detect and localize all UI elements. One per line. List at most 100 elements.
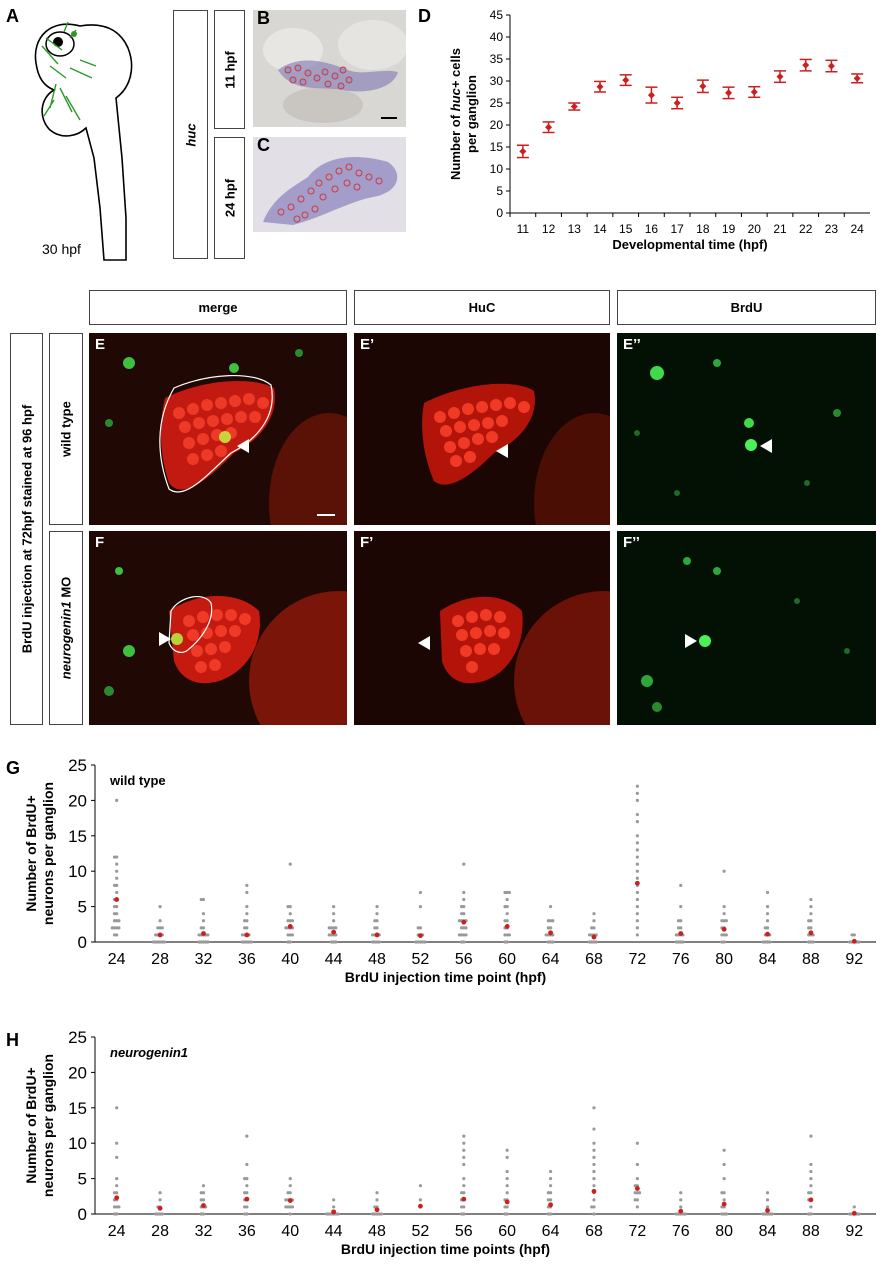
- data-point: [635, 784, 639, 788]
- data-point: [160, 926, 164, 930]
- chart-h: 0 5 10 15 20 25 24 28 32 36 40 44 48 52 56 60 64 68 72 76 80…: [23, 1028, 876, 1257]
- data-point: [158, 905, 162, 909]
- data-point: [635, 919, 639, 923]
- data-point: [505, 1169, 509, 1174]
- data-point: [158, 919, 162, 923]
- data-point: [809, 1162, 813, 1167]
- y-tick-label: 15: [68, 1099, 87, 1118]
- data-point: [373, 1212, 377, 1216]
- mean-point: [591, 1188, 597, 1194]
- data-point: [288, 862, 292, 866]
- data-point: [720, 1191, 724, 1195]
- data-point: [622, 76, 630, 84]
- data-point: [724, 933, 728, 937]
- data-point: [809, 1205, 813, 1209]
- brdu-injection-label-box: BrdU injection at 72hpf stained at 96 hp…: [10, 333, 43, 725]
- y-axis-label: Number of BrdU+neurons per ganglion: [23, 1054, 56, 1197]
- data-point: [462, 933, 466, 937]
- data-point: [286, 940, 290, 944]
- data-point: [334, 926, 338, 930]
- data-point: [460, 926, 464, 930]
- data-point: [722, 1162, 726, 1167]
- data-point: [462, 940, 466, 944]
- data-point: [544, 933, 548, 937]
- x-tick-label: 40: [281, 951, 299, 968]
- data-point: [546, 1198, 550, 1202]
- x-tick-label: 23: [825, 222, 839, 236]
- data-point: [765, 940, 770, 944]
- data-point: [375, 1191, 379, 1195]
- data-point: [635, 926, 639, 930]
- data-point: [245, 1191, 249, 1195]
- data-point: [243, 1205, 247, 1209]
- data-point: [151, 940, 156, 944]
- data-point: [763, 926, 767, 930]
- x-tick-label: 52: [412, 1223, 430, 1240]
- y-tick-label: 10: [68, 862, 87, 881]
- data-point: [462, 1177, 466, 1181]
- data-point: [160, 1212, 164, 1216]
- data-point: [722, 940, 726, 944]
- data-point: [329, 926, 334, 930]
- data-point: [288, 933, 292, 937]
- data-point: [681, 940, 685, 944]
- data-point: [112, 905, 117, 909]
- data-point: [635, 848, 639, 852]
- data-point: [635, 1162, 639, 1167]
- mean-point: [461, 1196, 467, 1202]
- panel-letter-b: B: [257, 10, 270, 28]
- data-point: [464, 933, 468, 937]
- mean-point: [244, 1196, 250, 1202]
- data-point: [587, 940, 592, 944]
- data-point: [240, 940, 245, 944]
- data-point: [245, 1177, 249, 1181]
- data-point: [158, 1212, 162, 1216]
- panel-a-stage-label: 30 hpf: [42, 241, 81, 257]
- x-tick-label: 76: [672, 1223, 690, 1240]
- data-point: [725, 89, 733, 97]
- data-point: [699, 82, 707, 90]
- wild-type-row-box: wild type: [49, 333, 83, 525]
- data-point: [776, 73, 784, 81]
- data-point: [809, 912, 813, 916]
- data-point: [117, 926, 121, 930]
- data-point: [115, 1155, 119, 1159]
- data-point: [199, 897, 203, 902]
- data-point: [679, 883, 683, 887]
- mean-point: [201, 931, 206, 936]
- data-point: [112, 919, 117, 923]
- data-point: [674, 940, 678, 944]
- data-point: [633, 1184, 637, 1188]
- data-point: [635, 869, 639, 873]
- data-point: [633, 1198, 637, 1202]
- x-tick-label: 16: [645, 222, 659, 236]
- mean-point: [808, 930, 814, 936]
- data-point: [416, 940, 420, 944]
- data-point: [286, 919, 290, 923]
- data-point: [158, 940, 162, 944]
- data-point: [809, 1184, 813, 1188]
- data-point: [245, 1184, 249, 1188]
- x-tick-label: 52: [412, 951, 430, 968]
- mean-point: [678, 1208, 684, 1214]
- y-tick-label: 15: [490, 140, 504, 154]
- data-point: [288, 905, 292, 909]
- mean-point: [721, 926, 727, 932]
- data-point: [418, 890, 423, 895]
- data-point: [546, 1212, 550, 1216]
- data-point: [379, 1212, 384, 1216]
- data-point: [673, 99, 681, 107]
- x-tick-label: 24: [850, 222, 864, 236]
- data-point: [284, 926, 288, 930]
- data-point: [722, 1148, 726, 1152]
- data-point: [596, 83, 604, 91]
- x-tick-label: 20: [748, 222, 762, 236]
- data-point: [763, 1212, 767, 1216]
- data-point: [375, 912, 379, 916]
- data-point: [722, 933, 726, 937]
- data-point: [115, 1205, 119, 1209]
- wild-type-row-label: wild type: [58, 401, 74, 457]
- data-point: [761, 1212, 765, 1216]
- mean-point: [418, 933, 423, 939]
- x-axis-label: BrdU injection time points (hpf): [341, 1241, 550, 1257]
